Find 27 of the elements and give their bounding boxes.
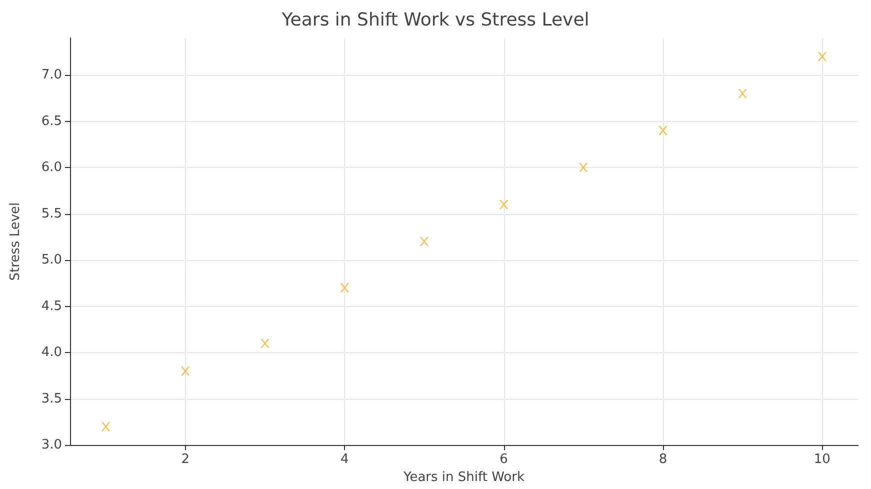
- x-tick-label: 2: [181, 452, 190, 468]
- point: [180, 366, 190, 376]
- y-tick-label: 7.0: [41, 68, 62, 83]
- x-tick-label: 4: [340, 452, 349, 468]
- point: [818, 52, 827, 62]
- point: [260, 338, 270, 348]
- point: [101, 422, 110, 432]
- y-tick-label: 5.5: [41, 206, 62, 222]
- point: [578, 163, 588, 172]
- point: [738, 89, 748, 98]
- point: [499, 200, 508, 210]
- x-tick-label: 10: [814, 452, 830, 468]
- y-axis-title: Stress Level: [8, 202, 23, 281]
- x-axis-title: Years in Shift Work: [402, 470, 525, 485]
- y-tick-label: 3.0: [41, 438, 62, 453]
- chart-title: Years in Shift Work vs Stress Level: [280, 10, 590, 30]
- y-tick-label: 6.5: [41, 114, 62, 129]
- y-tick-label: 4.5: [41, 298, 62, 314]
- x-tick-label: 6: [500, 452, 508, 468]
- point: [658, 126, 668, 136]
- y-tick-label: 6.0: [41, 160, 62, 176]
- y-tick-label: 3.5: [41, 391, 62, 406]
- point: [340, 283, 350, 292]
- point: [420, 237, 429, 246]
- x-tick-label: 8: [658, 452, 668, 468]
- y-tick-label: 5.0: [41, 252, 62, 268]
- y-tick-label: 4.0: [41, 345, 62, 360]
